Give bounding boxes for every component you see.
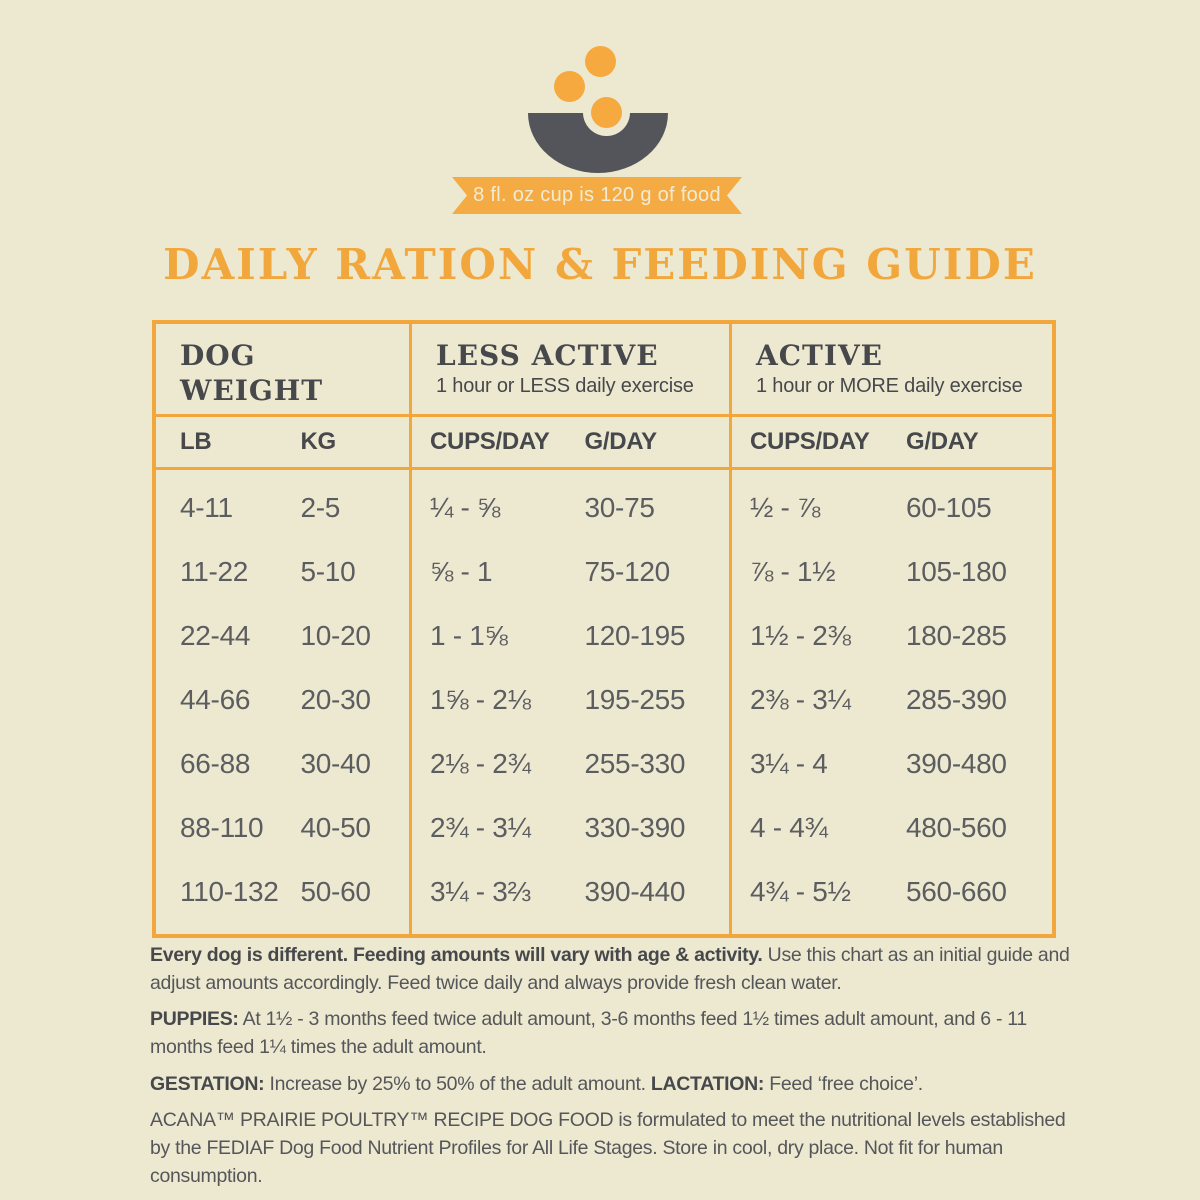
- table-cell: 4-11: [180, 492, 233, 523]
- table-cell: 20-30: [300, 684, 371, 715]
- less-active-subheader: CUPS/DAY G/DAY: [412, 417, 729, 470]
- kibble-pellet-icon: [554, 71, 585, 102]
- table-cell: 390-480: [906, 748, 1007, 779]
- note-gestation-label: GESTATION:: [150, 1072, 265, 1095]
- note-lactation-label: LACTATION:: [650, 1072, 765, 1095]
- table-cell: 110-132: [180, 876, 279, 907]
- table-cell: 44-66: [180, 684, 251, 715]
- table-cell: 255-330: [584, 748, 686, 779]
- table-cell: 1 - 1⅝: [430, 620, 508, 651]
- feeding-table: DOG WEIGHT LB KG 4-11 2-5 11-22 5-10 22-…: [152, 320, 1056, 938]
- dog-weight-body: 4-11 2-5 11-22 5-10 22-44 10-20 44-66 20…: [156, 470, 409, 934]
- table-cell: ½ - ⅞: [750, 492, 821, 523]
- note-puppies-text: At 1½ - 3 months feed twice adult amount…: [150, 1008, 1027, 1059]
- active-subheader: CUPS/DAY G/DAY: [732, 417, 1052, 470]
- active-body: ½ - ⅞ 60-105 ⅞ - 1½ 105-180 1½ - 2⅜ 180-…: [732, 470, 1052, 934]
- table-cell: 5-10: [300, 556, 356, 587]
- table-cell: ¼ - ⅝: [430, 492, 501, 523]
- section-dog-weight: DOG WEIGHT LB KG 4-11 2-5 11-22 5-10 22-…: [156, 324, 409, 934]
- note-puppies: PUPPIES: At 1½ - 3 months feed twice adu…: [150, 1006, 1085, 1061]
- table-cell: 120-195: [584, 620, 686, 651]
- section-active: ACTIVE 1 hour or MORE daily exercise CUP…: [729, 324, 1052, 934]
- page-title: DAILY RATION & FEEDING GUIDE: [163, 240, 1037, 289]
- note-acana: ACANA™ PRAIRIE POULTRY™ RECIPE DOG FOOD …: [150, 1109, 1066, 1187]
- table-cell: 4 - 4¾: [750, 812, 828, 843]
- table-cell: 3¼ - 3⅔: [430, 876, 531, 907]
- note-general: Every dog is different. Feeding amounts …: [150, 942, 1085, 997]
- column-header-cups-day: CUPS/DAY: [430, 428, 550, 455]
- table-cell: 60-105: [906, 492, 992, 523]
- column-header-cups-day: CUPS/DAY: [750, 428, 870, 455]
- column-header-kg: KG: [300, 428, 337, 455]
- table-cell: 88-110: [180, 812, 264, 843]
- table-cell: 285-390: [906, 684, 1007, 715]
- table-cell: 30-40: [300, 748, 371, 779]
- feeding-notes: Every dog is different. Feeding amounts …: [150, 942, 1085, 1200]
- table-cell: 330-390: [584, 812, 686, 843]
- table-cell: 75-120: [584, 556, 671, 587]
- note-gestation-text: Increase by 25% to 50% of the adult amou…: [264, 1072, 651, 1095]
- table-cell: 3¼ - 4: [750, 748, 828, 779]
- active-header: ACTIVE 1 hour or MORE daily exercise: [732, 324, 1052, 417]
- column-header-g-day: G/DAY: [584, 428, 658, 455]
- table-cell: 50-60: [300, 876, 371, 907]
- table-cell: 11-22: [180, 556, 249, 587]
- table-cell: 66-88: [180, 748, 251, 779]
- less-active-title: LESS ACTIVE: [436, 339, 659, 372]
- less-active-subtitle: 1 hour or LESS daily exercise: [436, 375, 694, 397]
- active-title: ACTIVE: [756, 339, 884, 372]
- table-cell: 105-180: [906, 556, 1007, 587]
- table-cell: 2-5: [300, 492, 341, 523]
- dog-weight-header: DOG WEIGHT: [156, 324, 409, 417]
- table-cell: 30-75: [584, 492, 655, 523]
- dog-weight-title: DOG WEIGHT: [180, 339, 324, 407]
- note-general-text: Use this chart as an initial guide and a…: [150, 944, 1070, 994]
- table-cell: 560-660: [906, 876, 1007, 907]
- cup-measure-text: 8 fl. oz cup is 120 g of food: [473, 184, 721, 206]
- note-puppies-label: PUPPIES:: [150, 1008, 239, 1031]
- kibble-pellet-icon: [591, 97, 622, 128]
- column-header-lb: LB: [180, 428, 212, 455]
- table-cell: 195-255: [584, 684, 686, 715]
- table-cell: 2⅜ - 3¼: [750, 684, 851, 715]
- table-cell: 1⅝ - 2⅛: [430, 684, 531, 715]
- table-cell: 180-285: [906, 620, 1007, 651]
- active-subtitle: 1 hour or MORE daily exercise: [756, 375, 1023, 397]
- table-cell: 22-44: [180, 620, 251, 651]
- less-active-body: ¼ - ⅝ 30-75 ⅝ - 1 75-120 1 - 1⅝ 120-195 …: [412, 470, 729, 934]
- dog-weight-subheader: LB KG: [156, 417, 409, 470]
- section-less-active: LESS ACTIVE 1 hour or LESS daily exercis…: [409, 324, 729, 934]
- table-cell: ⅞ - 1½: [750, 556, 836, 587]
- table-cell: 40-50: [300, 812, 371, 843]
- table-cell: ⅝ - 1: [430, 556, 493, 587]
- bowl-graphic: [0, 0, 1200, 230]
- less-active-header: LESS ACTIVE 1 hour or LESS daily exercis…: [412, 324, 729, 417]
- table-cell: 2¾ - 3¼: [430, 812, 531, 843]
- table-cell: 4¾ - 5½: [750, 876, 851, 907]
- table-cell: 480-560: [906, 812, 1007, 843]
- note-lactation-text: Feed ‘free choice’.: [764, 1072, 923, 1095]
- cup-measure-banner: 8 fl. oz cup is 120 g of food: [452, 177, 742, 214]
- kibble-pellet-icon: [585, 46, 616, 77]
- table-cell: 2⅛ - 2¾: [430, 748, 531, 779]
- note-gestation-lactation: GESTATION: Increase by 25% to 50% of the…: [150, 1071, 1085, 1099]
- table-cell: 1½ - 2⅜: [750, 620, 851, 651]
- column-header-g-day: G/DAY: [906, 428, 979, 455]
- table-cell: 390-440: [584, 876, 686, 907]
- note-general-lead: Every dog is different. Feeding amounts …: [150, 944, 763, 966]
- table-cell: 10-20: [300, 620, 371, 651]
